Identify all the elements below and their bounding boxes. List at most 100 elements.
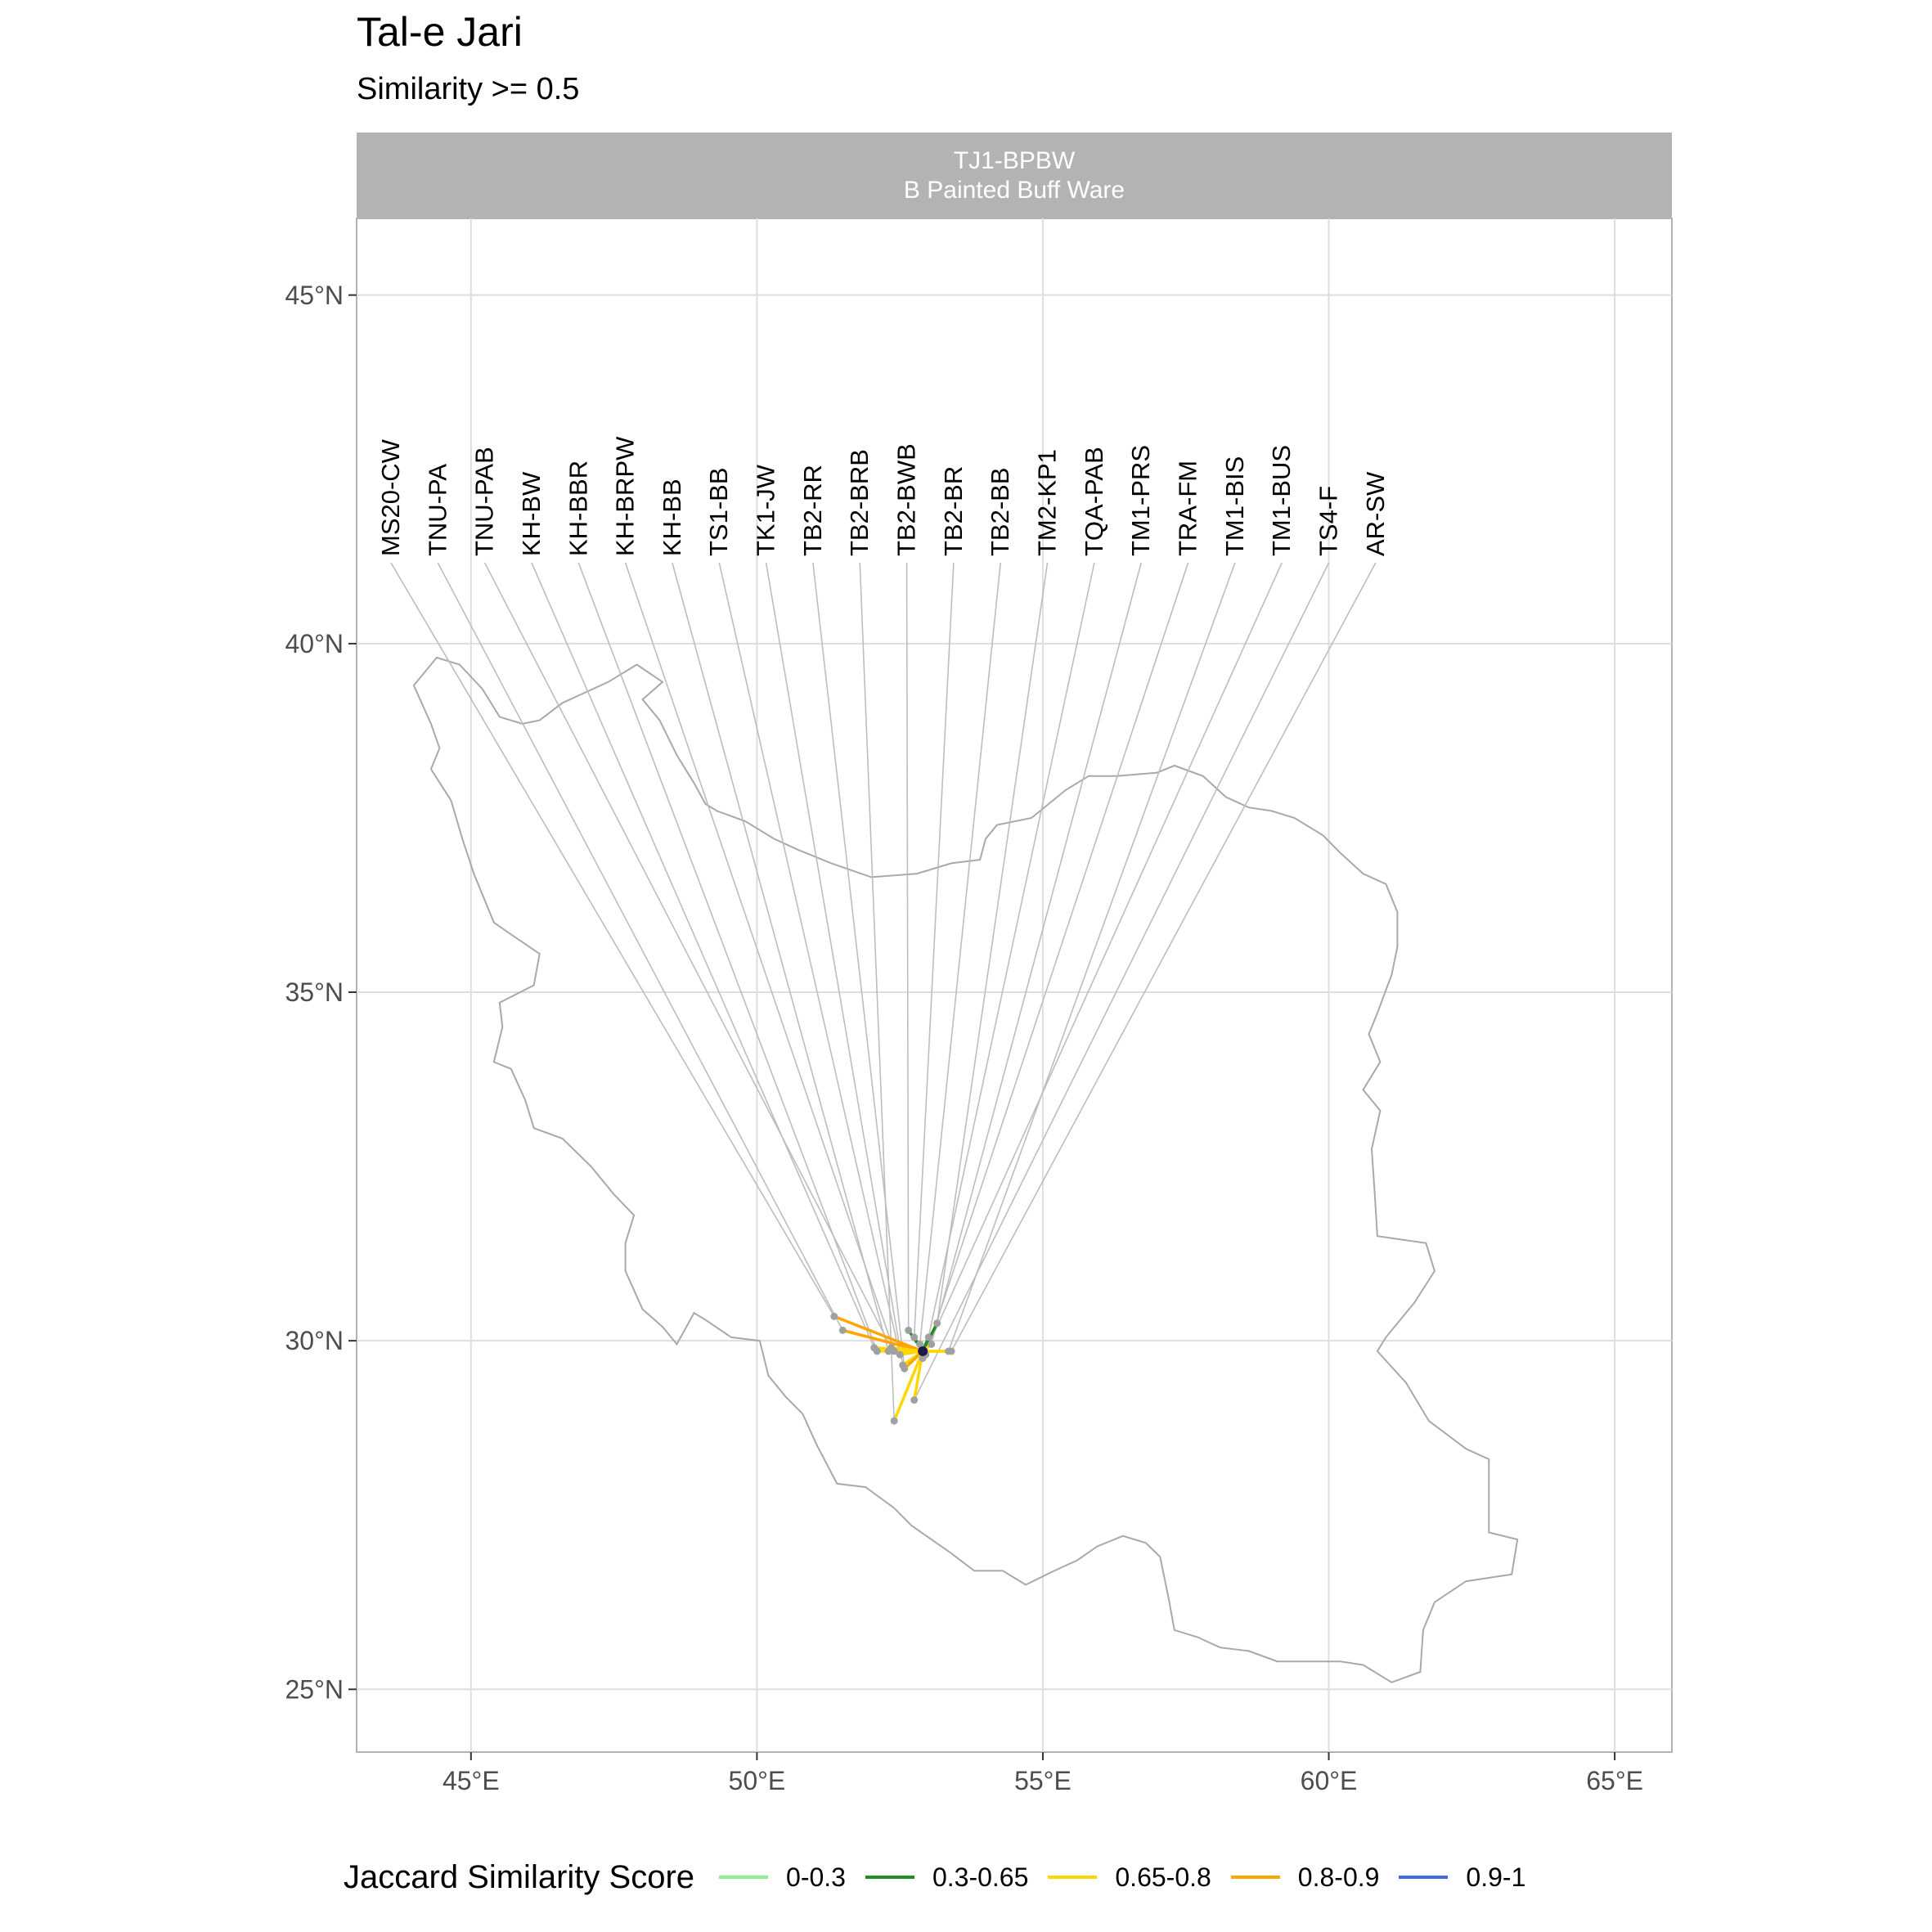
site-label: TRA-FM	[1174, 461, 1202, 556]
focal-site-point	[918, 1346, 928, 1356]
site-point	[884, 1347, 892, 1355]
site-point	[896, 1350, 904, 1359]
leader-line	[859, 562, 895, 1422]
site-label: TS1-BB	[704, 467, 733, 556]
site-point	[910, 1396, 919, 1404]
leader-line	[922, 562, 1283, 1359]
site-point	[901, 1364, 909, 1373]
legend-label: 0.9-1	[1466, 1862, 1526, 1892]
site-label: TK1-JW	[752, 464, 780, 556]
facet-strip-line2: B Painted Buff Ware	[903, 176, 1126, 204]
leader-line	[919, 562, 1002, 1345]
leader-line	[437, 562, 843, 1331]
site-label: MS20-CW	[376, 438, 405, 556]
site-label: TS4-F	[1314, 486, 1343, 556]
site-label: TB2-BR	[939, 466, 968, 556]
leader-line	[390, 562, 835, 1317]
site-label: TB2-BRB	[845, 449, 874, 556]
leader-line	[924, 562, 1189, 1355]
plot-panel	[356, 218, 1673, 1753]
leader-line	[577, 562, 878, 1352]
grid-lines	[357, 218, 1672, 1752]
label-leader-lines	[390, 562, 1377, 1422]
facet-strip-line1: TJ1-BPBW	[953, 146, 1076, 174]
leader-line	[913, 562, 1330, 1400]
site-label: KH-BRPW	[611, 436, 640, 556]
site-points	[830, 1312, 955, 1425]
site-point	[905, 1326, 913, 1334]
axis-tick-labels: 45°E 50°E 55°E 60°E 65°E 45°N 40°N 35°N 30°N 25°N	[285, 281, 1643, 1795]
site-label: TB2-BB	[986, 467, 1014, 556]
legend-item: 0.3-0.65	[865, 1862, 1028, 1893]
legend-title: Jaccard Similarity Score	[344, 1858, 695, 1895]
y-tick-label: 25°N	[285, 1674, 344, 1704]
leader-line	[913, 562, 955, 1337]
site-label: TM1-BIS	[1220, 456, 1249, 556]
legend-label: 0.8-0.9	[1297, 1862, 1380, 1892]
similarity-edge	[892, 1350, 924, 1422]
site-point	[830, 1312, 838, 1320]
y-tick-label: 35°N	[285, 977, 344, 1007]
x-tick-label: 45°E	[443, 1766, 500, 1795]
leader-line	[624, 562, 895, 1352]
leader-line	[905, 562, 910, 1331]
page-title: Tal-e Jari	[357, 9, 523, 55]
legend-key-1	[865, 1876, 914, 1879]
site-label: AR-SW	[1361, 471, 1390, 556]
leader-line	[950, 562, 1377, 1352]
legend: Jaccard Similarity Score 0-0.3 0.3-0.65 …	[344, 1853, 1545, 1902]
leader-line	[812, 562, 905, 1369]
legend-item: 0-0.3	[719, 1862, 846, 1893]
site-point	[928, 1340, 936, 1348]
leader-line	[947, 562, 1236, 1352]
x-tick-label: 55°E	[1014, 1766, 1072, 1795]
site-point	[838, 1326, 847, 1334]
facet-strip: TJ1-BPBW B Painted Buff Ware	[357, 133, 1672, 218]
site-label: TB2-RR	[798, 465, 827, 556]
legend-label: 0-0.3	[786, 1862, 846, 1892]
site-label: TQA-PAB	[1080, 447, 1108, 556]
legend-key-0	[719, 1876, 769, 1879]
x-tick-label: 60°E	[1301, 1766, 1358, 1795]
y-tick-label: 30°N	[285, 1326, 344, 1355]
leader-line	[930, 562, 1142, 1345]
y-tick-label: 45°N	[285, 281, 344, 310]
legend-item: 0.65-0.8	[1048, 1862, 1211, 1893]
y-tick-label: 40°N	[285, 629, 344, 658]
leader-line	[672, 562, 889, 1352]
leader-line	[483, 562, 892, 1349]
site-point	[890, 1347, 898, 1355]
site-labels: MS20-CW TNU-PA TNU-PAB KH-BW KH-BBR KH-BRPW KH…	[376, 436, 1390, 556]
similarity-edge	[833, 1314, 923, 1353]
leader-line	[531, 562, 875, 1349]
legend-key-2	[1048, 1876, 1098, 1879]
x-tick-label: 50°E	[729, 1766, 786, 1795]
site-point	[916, 1340, 924, 1348]
site-label: TNU-PA	[423, 464, 452, 556]
site-label: KH-BB	[658, 479, 686, 556]
site-point	[873, 1347, 881, 1355]
site-point	[947, 1347, 955, 1355]
legend-item: 0.9-1	[1399, 1862, 1525, 1893]
site-label: TNU-PAB	[470, 447, 499, 556]
site-point	[910, 1333, 919, 1341]
site-label: TM1-BUS	[1267, 445, 1296, 556]
legend-key-3	[1230, 1876, 1280, 1879]
site-point	[890, 1417, 898, 1425]
site-point	[919, 1354, 927, 1362]
legend-label: 0.65-0.8	[1115, 1862, 1211, 1892]
legend-key-4	[1399, 1876, 1449, 1879]
legend-item: 0.8-0.9	[1230, 1862, 1380, 1893]
site-point	[933, 1319, 941, 1328]
site-label: TB2-BWB	[892, 443, 921, 556]
country-outline	[412, 656, 1519, 1683]
leader-line	[928, 562, 1095, 1338]
leader-line	[718, 562, 901, 1355]
site-label: KH-BBR	[564, 461, 592, 556]
leader-line	[765, 562, 904, 1366]
site-label: TM2-KP1	[1033, 449, 1062, 556]
site-point	[924, 1333, 932, 1341]
similarity-edge	[842, 1328, 923, 1353]
x-tick-label: 65°E	[1586, 1766, 1643, 1795]
